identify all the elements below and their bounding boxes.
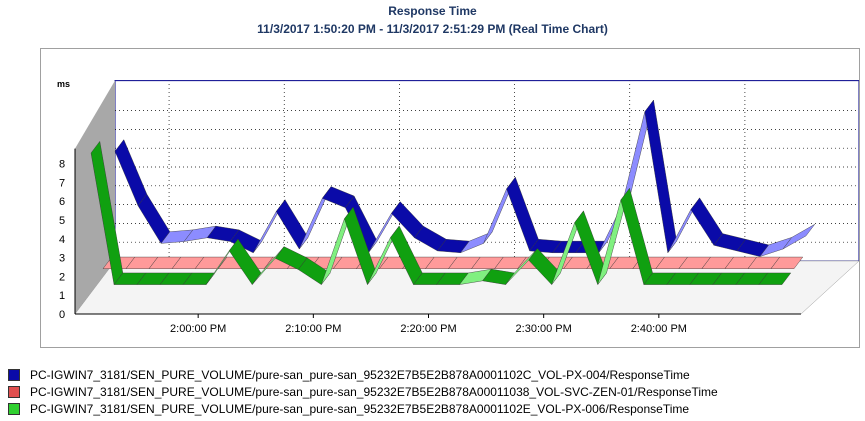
y-unit-label: ms: [57, 79, 70, 89]
y-tick-label: 0: [59, 309, 65, 321]
y-tick-label: 3: [59, 253, 65, 265]
y-tick-label: 2: [59, 271, 65, 283]
x-tick-label: 2:10:00 PM: [285, 323, 341, 335]
x-tick-label: 2:40:00 PM: [631, 323, 687, 335]
legend: PC-IGWIN7_3181/SEN_PURE_VOLUME/pure-san_…: [8, 366, 718, 417]
y-tick-label: 8: [59, 159, 65, 171]
chart-area: 0 1 2 3 4 5 6 7 8 ms 2:00:00 PM 2:10:00 PM 2:20:00 P…: [40, 48, 860, 348]
legend-label: PC-IGWIN7_3181/SEN_PURE_VOLUME/pure-san_…: [30, 401, 690, 416]
series-ribbon-segment: [782, 224, 815, 250]
x-tick-label: 2:00:00 PM: [170, 323, 226, 335]
legend-item-vol-px-006[interactable]: PC-IGWIN7_3181/SEN_PURE_VOLUME/pure-san_…: [8, 400, 718, 417]
legend-label: PC-IGWIN7_3181/SEN_PURE_VOLUME/pure-san_…: [30, 384, 718, 399]
y-tick-label: 4: [59, 234, 65, 246]
legend-swatch-red: [8, 385, 20, 398]
response-time-chart: 0 1 2 3 4 5 6 7 8 ms 2:00:00 PM 2:10:00 PM 2:20:00 P…: [57, 79, 859, 335]
y-tick-label: 7: [59, 177, 65, 189]
y-tick-label: 1: [59, 290, 65, 302]
series-ribbon-segment: [758, 272, 792, 285]
series-ribbon-segment: [770, 256, 804, 269]
x-tick-label: 2:20:00 PM: [400, 323, 456, 335]
legend-label: PC-IGWIN7_3181/SEN_PURE_VOLUME/pure-san_…: [30, 367, 690, 382]
chart-subtitle: 11/3/2017 1:50:20 PM - 11/3/2017 2:51:29…: [257, 22, 608, 36]
floor: [74, 260, 859, 315]
x-tick-label: 2:30:00 PM: [516, 323, 572, 335]
legend-item-vol-svc-zen-01[interactable]: PC-IGWIN7_3181/SEN_PURE_VOLUME/pure-san_…: [8, 383, 718, 400]
side-wall: [75, 80, 115, 314]
legend-swatch-green: [8, 402, 20, 415]
y-tick-label: 6: [59, 196, 65, 208]
chart-title: Response Time: [388, 4, 477, 18]
legend-item-vol-px-004[interactable]: PC-IGWIN7_3181/SEN_PURE_VOLUME/pure-san_…: [8, 366, 718, 383]
y-tick-label: 5: [59, 215, 65, 227]
legend-swatch-blue: [8, 368, 20, 381]
